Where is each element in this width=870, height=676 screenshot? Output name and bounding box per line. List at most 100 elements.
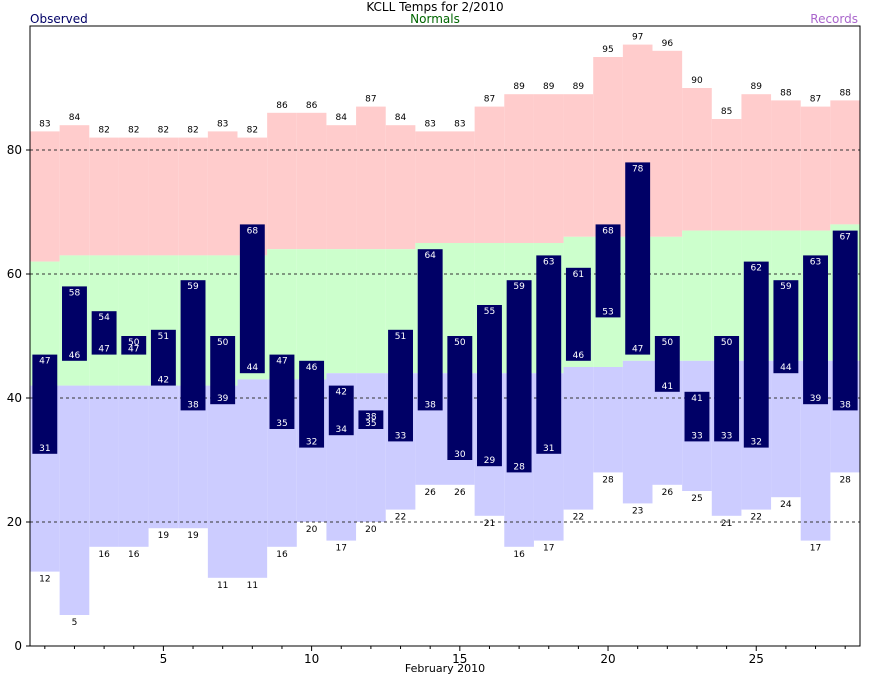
record-low-label-day-11: 17 bbox=[336, 544, 347, 554]
record-high-label-day-6: 82 bbox=[187, 126, 198, 136]
observed-high-label-day-8: 68 bbox=[247, 226, 259, 236]
observed-low-label-day-9: 35 bbox=[276, 419, 287, 429]
y-tick-label-20: 20 bbox=[7, 515, 22, 529]
record-high-label-day-13: 84 bbox=[395, 113, 407, 123]
record-high-label-day-3: 82 bbox=[98, 126, 109, 136]
observed-bar-day-14 bbox=[418, 249, 443, 410]
record-high-band-day-27 bbox=[801, 107, 831, 231]
record-high-band-day-19 bbox=[564, 94, 594, 237]
observed-bar-day-21 bbox=[625, 162, 650, 354]
record-high-label-day-10: 86 bbox=[306, 101, 318, 111]
observed-high-label-day-20: 68 bbox=[602, 226, 614, 236]
record-low-label-day-15: 26 bbox=[454, 488, 466, 498]
observed-low-label-day-20: 53 bbox=[602, 307, 613, 317]
record-high-band-day-11 bbox=[326, 125, 356, 249]
observed-high-label-day-16: 55 bbox=[484, 307, 495, 317]
record-low-label-day-6: 19 bbox=[187, 531, 199, 541]
record-high-label-day-19: 89 bbox=[573, 82, 585, 92]
observed-high-label-day-2: 58 bbox=[69, 288, 81, 298]
observed-bar-day-28 bbox=[833, 231, 858, 411]
record-high-label-day-16: 87 bbox=[484, 95, 495, 105]
record-low-label-day-17: 16 bbox=[513, 550, 525, 560]
record-high-label-day-25: 89 bbox=[751, 82, 763, 92]
record-low-label-day-7: 11 bbox=[217, 581, 228, 591]
observed-high-label-day-10: 46 bbox=[306, 363, 318, 373]
observed-high-label-day-15: 50 bbox=[454, 338, 466, 348]
record-low-label-day-23: 25 bbox=[691, 494, 702, 504]
record-high-label-day-23: 90 bbox=[691, 76, 703, 86]
record-high-band-day-6 bbox=[178, 138, 208, 256]
record-high-band-day-17 bbox=[504, 94, 534, 243]
record-low-label-day-12: 20 bbox=[365, 525, 377, 535]
record-low-label-day-19: 22 bbox=[573, 513, 584, 523]
y-tick-label-0: 0 bbox=[14, 639, 22, 653]
record-high-label-day-27: 87 bbox=[810, 95, 821, 105]
record-high-label-day-22: 96 bbox=[662, 39, 674, 49]
record-low-label-day-16: 21 bbox=[484, 519, 495, 529]
observed-high-label-day-25: 62 bbox=[751, 264, 762, 274]
record-high-label-day-28: 88 bbox=[839, 88, 851, 98]
observed-bar-day-24 bbox=[714, 336, 739, 441]
record-low-label-day-10: 20 bbox=[306, 525, 318, 535]
x-tick-label-10: 10 bbox=[304, 652, 319, 666]
record-low-label-day-2: 5 bbox=[72, 618, 78, 628]
record-low-label-day-14: 26 bbox=[424, 488, 436, 498]
record-high-band-day-28 bbox=[830, 100, 860, 224]
observed-low-label-day-4: 47 bbox=[128, 345, 139, 355]
record-high-label-day-21: 97 bbox=[632, 33, 643, 43]
observed-low-label-day-19: 46 bbox=[573, 351, 585, 361]
observed-high-label-day-27: 63 bbox=[810, 257, 821, 267]
record-high-band-day-2 bbox=[60, 125, 90, 255]
observed-low-label-day-13: 33 bbox=[395, 431, 406, 441]
record-low-band-day-7 bbox=[208, 386, 238, 578]
observed-low-label-day-26: 44 bbox=[780, 363, 792, 373]
observed-low-label-day-8: 44 bbox=[247, 363, 259, 373]
record-low-band-day-4 bbox=[119, 386, 149, 547]
record-low-band-day-19 bbox=[564, 367, 594, 510]
record-high-label-day-7: 83 bbox=[217, 119, 228, 129]
observed-high-label-day-9: 47 bbox=[276, 357, 287, 367]
record-low-band-day-26 bbox=[771, 361, 801, 497]
record-high-label-day-8: 82 bbox=[247, 126, 258, 136]
record-high-label-day-18: 89 bbox=[543, 82, 555, 92]
observed-high-label-day-7: 50 bbox=[217, 338, 229, 348]
observed-bar-day-19 bbox=[566, 268, 591, 361]
observed-high-label-day-28: 67 bbox=[839, 233, 850, 243]
observed-high-label-day-1: 47 bbox=[39, 357, 50, 367]
record-low-label-day-1: 12 bbox=[39, 575, 50, 585]
observed-low-label-day-21: 47 bbox=[632, 345, 643, 355]
observed-low-label-day-7: 39 bbox=[217, 394, 229, 404]
observed-low-label-day-28: 38 bbox=[839, 400, 851, 410]
record-low-label-day-24: 21 bbox=[721, 519, 732, 529]
record-low-label-day-18: 17 bbox=[543, 544, 554, 554]
record-high-band-day-23 bbox=[682, 88, 712, 231]
record-high-band-day-4 bbox=[119, 138, 149, 256]
observed-low-label-day-10: 32 bbox=[306, 438, 317, 448]
record-high-band-day-12 bbox=[356, 107, 386, 250]
record-high-label-day-17: 89 bbox=[513, 82, 525, 92]
record-low-band-day-21 bbox=[623, 361, 653, 504]
y-tick-label-60: 60 bbox=[7, 267, 22, 281]
record-high-label-day-20: 95 bbox=[602, 45, 613, 55]
record-low-label-day-9: 16 bbox=[276, 550, 288, 560]
record-high-band-day-26 bbox=[771, 100, 801, 230]
record-high-label-day-12: 87 bbox=[365, 95, 376, 105]
observed-low-label-day-1: 31 bbox=[39, 444, 50, 454]
record-low-band-day-5 bbox=[149, 386, 179, 529]
observed-bar-day-8 bbox=[240, 224, 265, 373]
record-low-label-day-25: 22 bbox=[751, 513, 762, 523]
record-high-label-day-1: 83 bbox=[39, 119, 50, 129]
observed-bar-day-18 bbox=[536, 255, 561, 453]
record-high-band-day-15 bbox=[445, 131, 475, 243]
record-low-label-day-26: 24 bbox=[780, 500, 792, 510]
record-high-label-day-2: 84 bbox=[69, 113, 81, 123]
record-high-band-day-20 bbox=[593, 57, 623, 237]
observed-low-label-day-25: 32 bbox=[751, 438, 762, 448]
observed-high-label-day-24: 50 bbox=[721, 338, 733, 348]
observed-high-label-day-14: 64 bbox=[424, 251, 436, 261]
record-low-label-day-22: 26 bbox=[662, 488, 674, 498]
record-low-band-day-8 bbox=[238, 379, 268, 577]
observed-low-label-day-14: 38 bbox=[424, 400, 436, 410]
record-low-label-day-8: 11 bbox=[247, 581, 258, 591]
record-low-label-day-20: 28 bbox=[602, 475, 614, 485]
